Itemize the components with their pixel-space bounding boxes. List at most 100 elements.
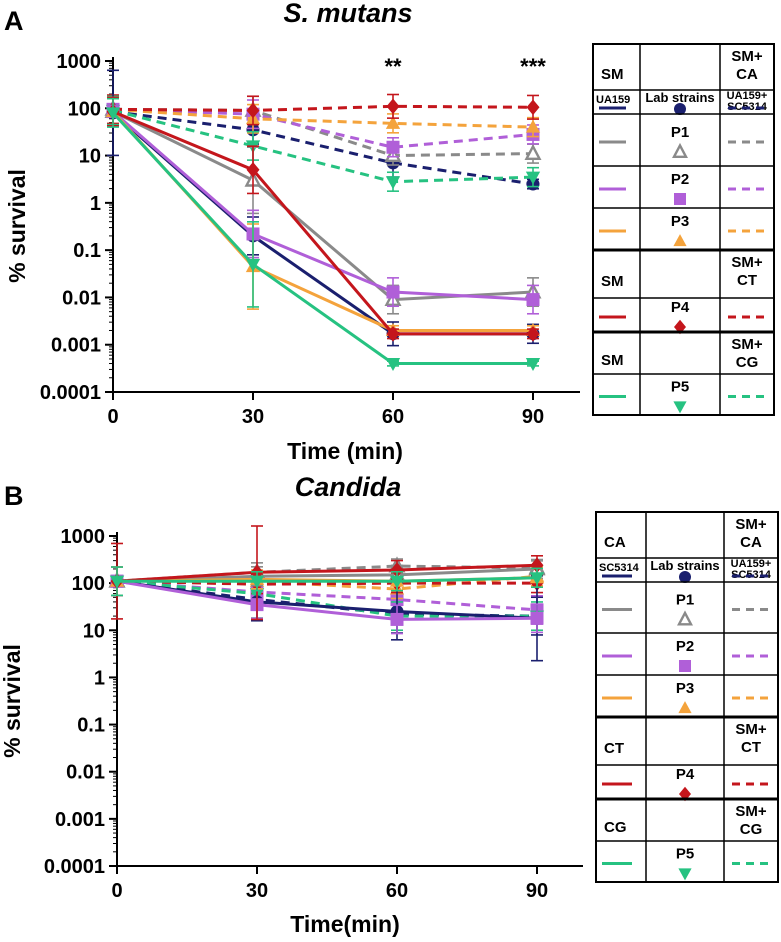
x-tick-label: 90 xyxy=(522,406,544,428)
series-line xyxy=(112,110,534,186)
x-tick-label: 90 xyxy=(526,880,548,902)
x-tick-label: 30 xyxy=(246,880,268,902)
legend-marker xyxy=(679,660,691,672)
data-point xyxy=(385,176,401,190)
legend-row: P2 xyxy=(593,165,774,205)
legend-row: P3 xyxy=(593,207,774,247)
legend-row-label: P5 xyxy=(676,846,694,863)
legend-marker xyxy=(672,142,688,159)
y-axis-title: % survival xyxy=(0,644,25,758)
legend-row: P4 xyxy=(593,297,774,335)
series-line xyxy=(117,576,538,583)
legend-header-right: SM+ xyxy=(731,336,763,353)
legend-border xyxy=(592,43,775,416)
panel-letter: A xyxy=(4,6,24,36)
data-point xyxy=(389,575,405,589)
legend-marker xyxy=(674,103,686,115)
series-line xyxy=(116,567,538,583)
series-line xyxy=(116,579,538,621)
data-point xyxy=(529,572,545,586)
data-point xyxy=(526,326,540,342)
data-point xyxy=(525,119,541,133)
data-point xyxy=(525,171,541,185)
legend-header-right: SM+ xyxy=(735,516,767,533)
series-line xyxy=(112,107,534,149)
data-point xyxy=(386,98,400,115)
legend-row-label: P3 xyxy=(676,680,694,697)
legend-row: P1 xyxy=(593,113,774,159)
data-point xyxy=(390,562,404,578)
chart-panel-b: B Candida 1000 100 10 1 0.1 0.01 0.001 0.0001 0 30 6… xyxy=(0,472,583,937)
series-line xyxy=(111,111,533,366)
series-line xyxy=(112,107,534,158)
y-tick-label: 0.01 xyxy=(62,287,101,309)
legend-row: P1 xyxy=(596,581,778,626)
data-point xyxy=(530,611,544,625)
y-tick-label: 0.01 xyxy=(66,762,105,784)
legend-row-right-label: UA159+ xyxy=(727,90,768,102)
y-tick-label: 0.001 xyxy=(51,335,101,357)
data-point xyxy=(525,358,541,372)
data-point xyxy=(385,115,401,129)
legend-marker xyxy=(677,610,693,626)
legend-header-left: SM xyxy=(601,273,624,290)
series-ua159-sm- xyxy=(106,69,540,347)
data-point xyxy=(245,258,261,272)
legend-row-label: P3 xyxy=(671,213,689,230)
chart-panel-a: A S. mutans 1000 100 10 1 0.1 0.01 0.001 0.0001 0 3… xyxy=(4,0,580,464)
series-line xyxy=(112,107,534,129)
data-point xyxy=(524,143,542,161)
legend-row: P5 xyxy=(593,373,774,414)
data-point xyxy=(385,358,401,372)
legend-row: P5 xyxy=(596,840,778,881)
legend-row-label: P1 xyxy=(671,124,689,141)
legend-header-left: SM xyxy=(601,66,624,83)
legend-row-left-label: UA159 xyxy=(596,94,630,106)
legend-header-left: CT xyxy=(604,740,624,757)
y-axis-title: % survival xyxy=(4,169,30,283)
legend-marker xyxy=(678,701,692,714)
legend-row-label: Lab strains xyxy=(650,558,719,573)
series-line xyxy=(112,110,533,336)
series-line xyxy=(112,110,534,302)
data-point xyxy=(526,99,540,116)
legend-marker xyxy=(673,401,687,414)
legend-row-label: P1 xyxy=(676,592,694,609)
y-tick-label: 1000 xyxy=(57,51,102,73)
series-line xyxy=(116,579,538,612)
y-tick-label: 1 xyxy=(90,193,101,215)
x-tick-label: 0 xyxy=(111,880,122,902)
data-point xyxy=(390,612,404,626)
legend-header-left: SM xyxy=(601,352,624,369)
data-point xyxy=(526,293,540,307)
legend-marker xyxy=(678,868,692,881)
legend-header-right: CT xyxy=(741,739,761,756)
legend-header-left: CG xyxy=(604,819,627,836)
legend-header-right: CG xyxy=(736,354,759,371)
y-tick-label: 0.0001 xyxy=(44,856,105,878)
legend-header-left: CA xyxy=(604,534,626,551)
x-axis-title: Time(min) xyxy=(290,911,399,937)
legend-row-label: P5 xyxy=(671,379,689,396)
legend-row: P2 xyxy=(596,632,778,672)
legend-header-right: SM+ xyxy=(735,721,767,738)
series-line xyxy=(116,563,538,583)
x-tick-label: 30 xyxy=(242,406,264,428)
legend-marker xyxy=(674,193,686,205)
data-point xyxy=(530,557,544,574)
y-tick-label: 1 xyxy=(94,667,105,689)
y-tick-label: 10 xyxy=(79,146,101,168)
legend-row-label: P4 xyxy=(671,299,690,316)
series-line xyxy=(116,579,537,586)
x-tick-label: 0 xyxy=(107,406,118,428)
y-tick-label: 0.1 xyxy=(77,715,105,737)
chart-title: Candida xyxy=(295,472,402,502)
chart-title: S. mutans xyxy=(283,0,412,28)
legend-header-right: SM+ xyxy=(735,803,767,820)
